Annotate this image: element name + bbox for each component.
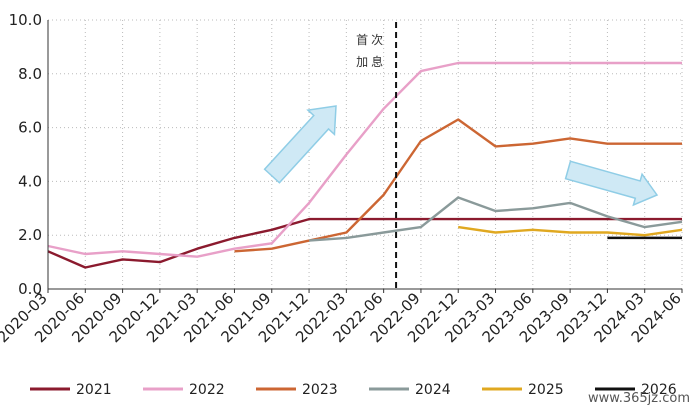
series-line-2022 [47,61,682,258]
trend-arrows [263,105,659,207]
y-tick-label: 6.0 [18,119,42,137]
legend-label-2024: 2024 [415,382,451,398]
y-tick-label: 10.0 [9,11,42,29]
legend-label-2023: 2023 [302,382,338,398]
legend: 2021 2022 2023 2024 2025 2026 [30,382,677,398]
series-line-2025 [458,225,683,237]
series-lines [47,61,683,269]
grid [47,19,683,290]
legend-label-2021: 2021 [76,382,112,398]
y-tick-label: 4.0 [18,172,42,190]
annotation-text-line-1: 首次 [356,33,386,47]
falling-trend-arrow [564,160,659,207]
y-tick-label: 0.0 [18,280,42,298]
y-tick-labels: 0.0 2.0 4.0 6.0 8.0 10.0 [9,11,42,298]
annotation-text-line-2: 加息 [356,54,386,69]
legend-label-2022: 2022 [189,382,225,398]
series-line-2024 [309,196,683,242]
x-tick-labels: 2020-032020-062020-092020-122021-032021-… [0,289,685,346]
annotation: 首次 加息 [356,22,398,289]
y-tick-label: 2.0 [18,226,42,244]
legend-label-2026: 2026 [641,382,677,398]
series-line-2021 [47,217,682,269]
watermark: www.365jz.com [588,391,690,406]
axes [47,20,683,293]
y-tick-label: 8.0 [18,65,42,83]
rising-trend-arrow [263,105,337,184]
legend-label-2025: 2025 [528,382,564,398]
